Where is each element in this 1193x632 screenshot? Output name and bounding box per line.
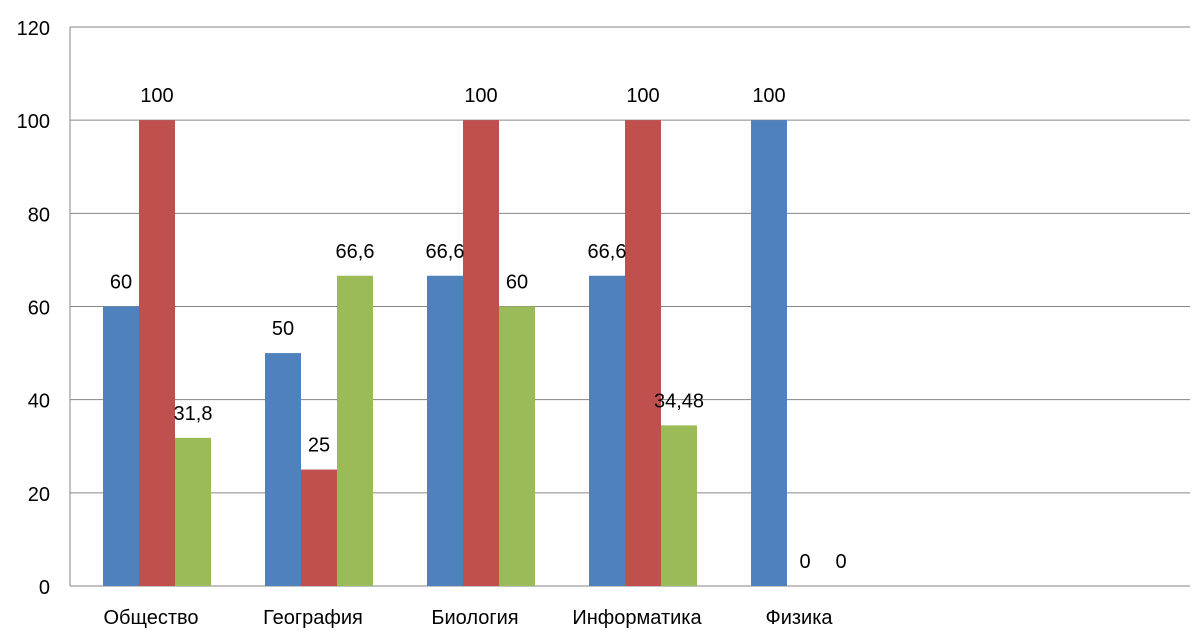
bar <box>301 469 337 586</box>
y-tick-label: 40 <box>28 391 50 413</box>
bar <box>175 437 211 586</box>
y-tick-label: 20 <box>28 484 50 506</box>
data-label: 0 <box>835 551 846 573</box>
bar <box>139 120 175 587</box>
bar <box>589 275 625 586</box>
data-label: 100 <box>464 85 497 107</box>
y-tick-label: 60 <box>28 298 50 320</box>
x-category-label: Биология <box>431 607 518 629</box>
data-label: 60 <box>110 272 132 294</box>
data-labels: 60 100 31,8 50 25 66,6 66,6 100 60 66,6 100 34,48 10… <box>110 85 847 573</box>
data-label: 60 <box>506 272 528 294</box>
bar <box>103 306 139 586</box>
y-tick-label: 0 <box>39 577 50 599</box>
data-label: 100 <box>752 85 785 107</box>
bar <box>463 120 499 587</box>
data-label: 31,8 <box>174 403 213 425</box>
bar <box>499 306 535 586</box>
bar <box>337 275 373 586</box>
data-label: 66,6 <box>336 241 375 263</box>
y-axis-tick-labels: 0 20 40 60 80 100 120 <box>17 18 50 599</box>
bar <box>751 120 787 587</box>
data-label: 34,48 <box>654 390 704 412</box>
bar <box>625 120 661 587</box>
y-tick-label: 80 <box>28 204 50 226</box>
data-label: 50 <box>272 318 294 340</box>
y-tick-label: 120 <box>17 18 50 40</box>
data-label: 100 <box>626 85 659 107</box>
data-label: 100 <box>140 85 173 107</box>
x-category-label: Информатика <box>572 607 702 629</box>
x-category-label: География <box>263 607 363 629</box>
x-axis-category-labels: Общество География Биология Информатика Физи… <box>103 607 833 629</box>
bar <box>427 275 463 586</box>
data-label: 25 <box>308 435 330 457</box>
bar <box>661 425 697 586</box>
y-tick-label: 100 <box>17 111 50 133</box>
x-category-label: Физика <box>765 607 833 629</box>
data-label: 66,6 <box>588 241 627 263</box>
data-label: 0 <box>799 551 810 573</box>
data-label: 66,6 <box>426 241 465 263</box>
bar <box>265 353 301 586</box>
x-category-label: Общество <box>103 607 198 629</box>
bars <box>103 120 787 587</box>
